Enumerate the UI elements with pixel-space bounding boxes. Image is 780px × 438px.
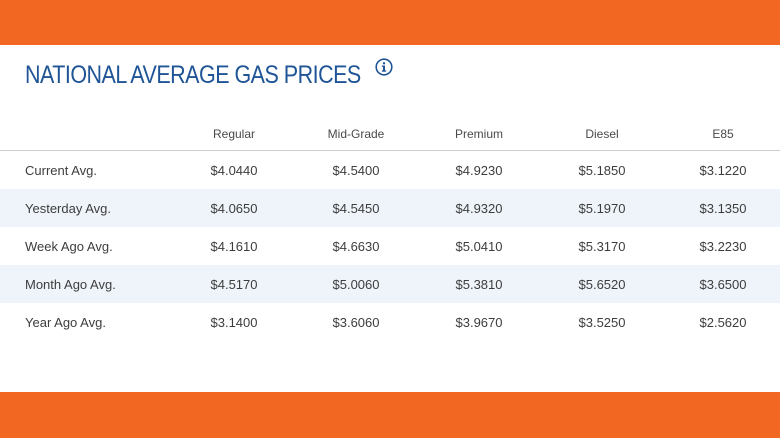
- price-cell-mid-grade: $3.6060: [332, 314, 380, 330]
- page-title: NATIONAL AVERAGE GAS PRICES: [25, 61, 361, 89]
- price-cell-diesel: $5.1850: [578, 162, 626, 178]
- table-row-current: Current Avg. $4.0440 $4.5400 $4.9230 $5.…: [0, 151, 780, 189]
- header-divider: [0, 150, 780, 151]
- price-cell-e85: $3.1220: [699, 162, 747, 178]
- price-cell-premium: $4.9230: [455, 162, 503, 178]
- price-cell-e85: $3.1350: [699, 200, 747, 216]
- row-label: Year Ago Avg.: [25, 314, 106, 330]
- price-cell-regular: $4.1610: [210, 238, 258, 254]
- gas-prices-table: Regular Mid-Grade Premium Diesel E85 Cur…: [0, 116, 780, 341]
- top-accent-band: [0, 0, 780, 45]
- price-cell-mid-grade: $4.6630: [332, 238, 380, 254]
- table-row-month-ago: Month Ago Avg. $4.5170 $5.0060 $5.3810 $…: [0, 265, 780, 303]
- price-cell-regular: $4.0650: [210, 200, 258, 216]
- price-cell-premium: $5.0410: [455, 238, 503, 254]
- table-row-week-ago: Week Ago Avg. $4.1610 $4.6630 $5.0410 $5…: [0, 227, 780, 265]
- row-label: Yesterday Avg.: [25, 200, 112, 216]
- column-header-premium: Premium: [454, 126, 503, 141]
- info-icon[interactable]: [375, 58, 394, 76]
- column-header-regular: Regular: [212, 126, 256, 141]
- price-cell-e85: $3.6500: [699, 276, 747, 292]
- row-label: Week Ago Avg.: [25, 238, 113, 254]
- table-row-year-ago: Year Ago Avg. $3.1400 $3.6060 $3.9670 $3…: [0, 303, 780, 341]
- price-cell-mid-grade: $5.0060: [332, 276, 380, 292]
- row-label: Month Ago Avg.: [25, 276, 116, 292]
- price-cell-e85: $2.5620: [699, 314, 747, 330]
- price-cell-regular: $4.0440: [210, 162, 258, 178]
- price-cell-mid-grade: $4.5450: [332, 200, 380, 216]
- price-cell-premium: $4.9320: [455, 200, 503, 216]
- table-row-yesterday: Yesterday Avg. $4.0650 $4.5450 $4.9320 $…: [0, 189, 780, 227]
- column-header-mid-grade: Mid-Grade: [327, 126, 385, 141]
- row-label: Current Avg.: [25, 162, 98, 178]
- column-header-diesel: Diesel: [585, 126, 619, 141]
- column-header-e85: E85: [712, 126, 734, 141]
- price-cell-regular: $3.1400: [210, 314, 258, 330]
- price-cell-e85: $3.2230: [699, 238, 747, 254]
- price-cell-diesel: $3.5250: [578, 314, 626, 330]
- price-cell-diesel: $5.6520: [578, 276, 626, 292]
- table-header-row: Regular Mid-Grade Premium Diesel E85: [0, 116, 780, 151]
- price-cell-mid-grade: $4.5400: [332, 162, 380, 178]
- title-area: NATIONAL AVERAGE GAS PRICES: [25, 58, 394, 92]
- price-cell-premium: $3.9670: [455, 314, 503, 330]
- price-cell-regular: $4.5170: [210, 276, 258, 292]
- price-cell-diesel: $5.3170: [578, 238, 626, 254]
- price-cell-premium: $5.3810: [455, 276, 503, 292]
- bottom-accent-band: [0, 392, 780, 438]
- price-cell-diesel: $5.1970: [578, 200, 626, 216]
